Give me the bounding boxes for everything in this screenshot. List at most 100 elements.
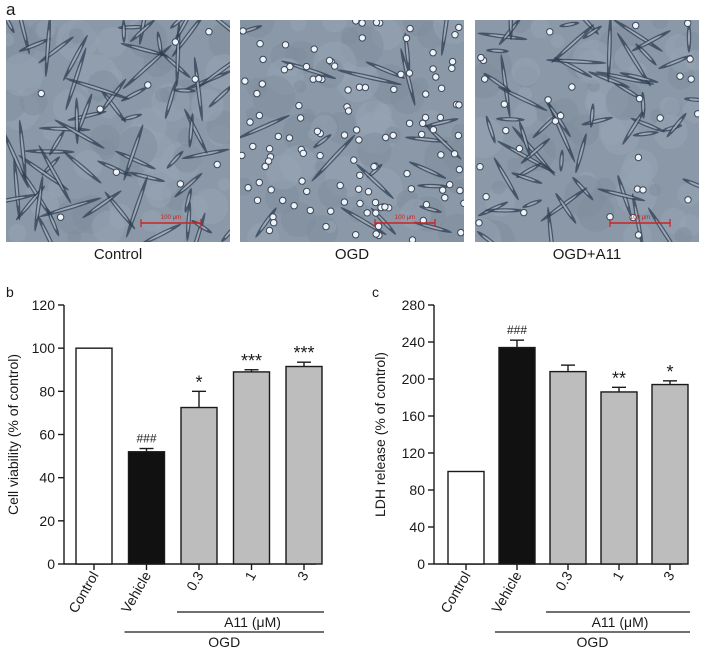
group-label-ogd: OGD — [577, 634, 609, 648]
round-cell — [274, 132, 282, 141]
round-cell — [407, 185, 416, 193]
round-cell — [422, 200, 431, 209]
round-cell — [286, 62, 294, 71]
y-tick-label: 80 — [39, 383, 55, 399]
round-cell — [481, 75, 489, 83]
round-cell — [515, 144, 524, 153]
significance-label: ** — [612, 368, 626, 388]
round-cell — [344, 107, 353, 115]
spindle-cell — [518, 121, 531, 157]
y-tick-label: 100 — [32, 340, 56, 356]
spindle-cell — [181, 148, 230, 160]
spindle-cell — [365, 61, 406, 79]
spindle-cell — [54, 119, 105, 149]
round-cell — [340, 198, 349, 206]
round-cell — [639, 186, 647, 194]
round-cell — [205, 28, 213, 36]
round-cell — [482, 193, 490, 201]
spindle-cell — [486, 48, 509, 54]
spindle-cell — [595, 71, 655, 85]
spindle-cell — [49, 129, 65, 156]
round-cell — [171, 38, 180, 46]
spindle-cell — [632, 131, 659, 137]
y-tick-label: 60 — [39, 427, 55, 443]
spindle-cell — [413, 221, 452, 233]
spindle-cell — [606, 20, 612, 83]
round-cell — [634, 231, 643, 239]
spindle-cell — [336, 69, 402, 86]
round-cell — [450, 150, 459, 158]
panel-letter-c: c — [372, 284, 379, 300]
round-cell — [694, 110, 699, 118]
round-cell — [403, 169, 411, 178]
y-tick-label: 0 — [417, 556, 425, 572]
round-cell — [656, 114, 664, 122]
spindle-cell — [495, 117, 525, 122]
round-cell — [325, 56, 334, 65]
caption-ogd: OGD — [334, 246, 370, 263]
round-cell — [344, 86, 352, 94]
round-cell — [687, 75, 695, 83]
spindle-cell — [281, 60, 337, 80]
spindle-cell — [15, 185, 46, 221]
round-cell — [455, 165, 464, 174]
spindle-cell — [622, 108, 646, 145]
round-cell — [370, 162, 378, 171]
round-cell — [389, 131, 397, 140]
round-cell — [267, 186, 275, 194]
spindle-cell — [63, 34, 88, 81]
spindle-cell — [511, 172, 543, 184]
spindle-cell — [311, 134, 356, 182]
x-tick-label: 3 — [660, 568, 678, 583]
x-tick-label: 3 — [294, 568, 312, 583]
panel-letter-a: a — [6, 0, 16, 19]
round-cell — [502, 126, 510, 135]
round-cell — [313, 127, 322, 136]
spindle-cell — [658, 54, 692, 70]
spindle-cell — [65, 47, 87, 111]
round-cell — [546, 28, 554, 36]
spindle-cell — [240, 114, 291, 139]
y-tick-label: 120 — [402, 445, 426, 461]
round-cell — [684, 196, 692, 204]
round-cell — [421, 113, 430, 122]
spindle-cell — [551, 24, 595, 63]
y-tick-label: 80 — [409, 482, 425, 498]
spindle-cell — [18, 119, 27, 178]
spindle-cell — [65, 78, 130, 100]
caption-control: Control — [93, 246, 143, 263]
spindle-cell — [44, 20, 51, 78]
group-label-dose: A11 (μM) — [592, 614, 649, 630]
spindle-cell — [619, 72, 659, 83]
significance-label: * — [195, 372, 202, 392]
round-cell — [281, 41, 290, 49]
spindle-cell — [6, 194, 38, 206]
round-cell — [676, 72, 684, 80]
group-label-ogd: OGD — [208, 634, 240, 648]
spindle-cell — [170, 20, 186, 29]
y-axis-label: LDH release (% of control) — [372, 352, 388, 517]
round-cell — [432, 73, 440, 81]
spindle-cell — [631, 30, 671, 52]
x-tick-label: Control — [437, 569, 473, 616]
round-cell — [285, 134, 294, 142]
spindle-cell — [589, 103, 595, 128]
round-cell — [352, 20, 360, 25]
round-cell — [520, 208, 528, 217]
spindle-cell — [572, 176, 594, 201]
spindle-cell — [635, 43, 657, 66]
round-cell — [56, 213, 65, 221]
round-cell — [296, 114, 305, 122]
round-cell — [439, 186, 447, 194]
round-cell — [629, 213, 637, 222]
round-cell — [436, 113, 445, 122]
spindle-cell — [156, 31, 163, 56]
spindle-cell — [484, 208, 524, 213]
bar-0-3 — [549, 370, 587, 565]
spindle-cell — [34, 175, 44, 232]
spindle-cell — [520, 138, 551, 164]
round-cell — [302, 187, 311, 196]
spindle-cell — [36, 213, 60, 242]
spindle-cell — [129, 20, 156, 43]
round-cell — [298, 177, 306, 185]
